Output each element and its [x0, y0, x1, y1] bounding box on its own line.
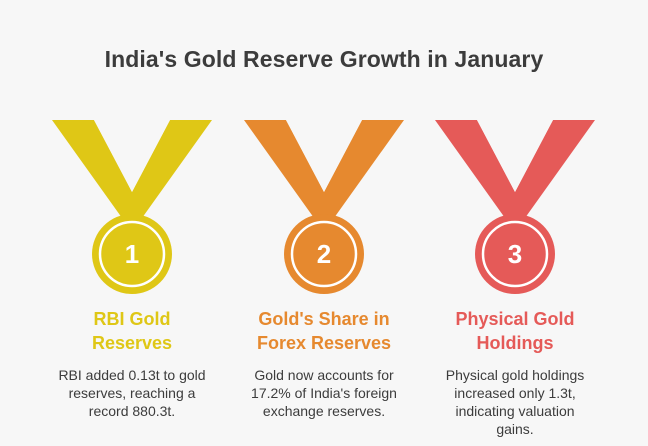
medal-number: 2 [316, 239, 332, 269]
medal-ribbon-icon [52, 120, 212, 294]
heading-line: Gold's Share in [258, 309, 390, 329]
description-text: RBI added 0.13t to gold reserves, reachi… [58, 367, 206, 419]
medal-description: Physical gold holdings increased only 1.… [415, 366, 615, 438]
medal-heading: RBI Gold Reserves [32, 307, 232, 355]
medal-ribbon-icon [244, 120, 404, 294]
description-text: Physical gold holdings increased only 1.… [445, 367, 585, 437]
medal-description: RBI added 0.13t to gold reserves, reachi… [32, 366, 232, 420]
medal-number: 1 [124, 239, 140, 269]
description-text: Gold now accounts for 17.2% of India's f… [251, 367, 397, 419]
heading-line: RBI Gold [93, 309, 171, 329]
medal-1: 1 RBI Gold Reserves RBI added 0.13t to g… [32, 110, 232, 440]
page-title: India's Gold Reserve Growth in January [104, 46, 544, 72]
heading-line: Physical Gold [455, 309, 575, 329]
medal-2: 2 Gold's Share in Forex Reserves Gold no… [224, 110, 424, 440]
heading-line: Forex Reserves [256, 333, 392, 353]
heading-line: Holdings [476, 333, 554, 353]
medal-description: Gold now accounts for 17.2% of India's f… [224, 366, 424, 420]
medal-heading: Gold's Share in Forex Reserves [224, 307, 424, 355]
medal-number: 3 [507, 239, 523, 269]
medal-heading: Physical Gold Holdings [415, 307, 615, 355]
medal-3: 3 Physical Gold Holdings Physical gold h… [415, 110, 615, 440]
medal-ribbon-icon [435, 120, 595, 294]
heading-line: Reserves [91, 333, 173, 353]
